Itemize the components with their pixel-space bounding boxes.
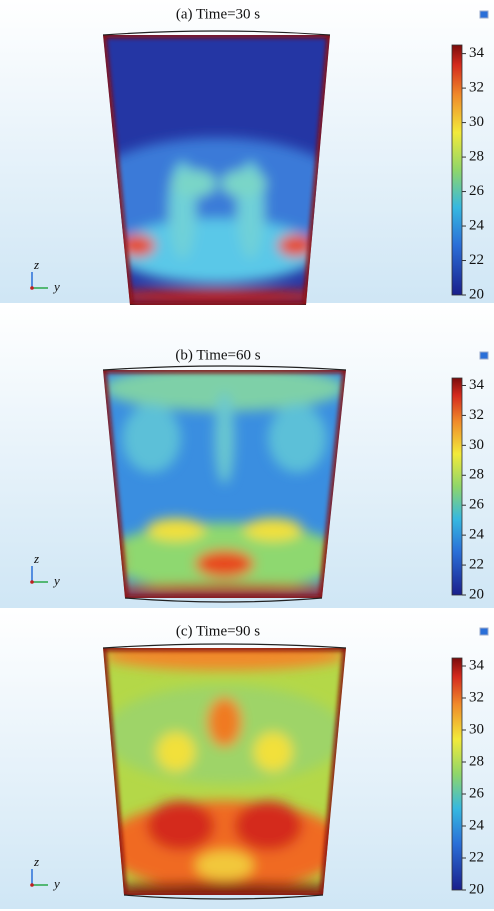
colorbar-tick-label: 20 <box>469 286 484 302</box>
panel-title: (a) Time=30 s <box>176 6 260 22</box>
panel: (a) Time=30 s 20 22 24 26 28 30 32 34 zy <box>0 0 494 309</box>
colorbar-tick-label: 24 <box>469 817 485 833</box>
colorbar-tick-label: 34 <box>469 45 485 61</box>
axis-label-z: z <box>33 854 39 869</box>
colorbar <box>452 378 462 595</box>
field-blob <box>195 851 253 881</box>
colorbar-tick-label: 30 <box>469 114 484 130</box>
colorbar-tick-label: 26 <box>469 785 485 801</box>
colorbar-tick-label: 20 <box>469 586 484 602</box>
colorbar-tick-label: 32 <box>469 80 484 96</box>
axis-label-y: y <box>52 876 60 891</box>
axis-origin <box>30 580 34 584</box>
field-blob <box>195 550 253 577</box>
colorbar-tick-label: 28 <box>469 467 484 483</box>
export-icon <box>480 628 488 635</box>
axis-label-z: z <box>33 257 39 272</box>
panel: (b) Time=60 s 20 22 24 26 28 30 32 34 zy <box>0 305 494 608</box>
colorbar-tick-label: 32 <box>469 407 484 423</box>
axis-origin <box>30 883 34 887</box>
field-blob <box>122 404 180 472</box>
temperature-field <box>91 641 358 898</box>
field-blob <box>234 801 302 850</box>
field-blob <box>147 801 215 850</box>
field-blob <box>171 170 216 197</box>
colorbar-tick-label: 24 <box>469 527 485 543</box>
colorbar <box>452 658 462 890</box>
field-blob <box>215 393 234 484</box>
field-blob <box>221 170 266 197</box>
axis-label-y: y <box>52 573 60 588</box>
panel-title: (c) Time=90 s <box>176 623 260 639</box>
colorbar-tick-label: 32 <box>469 689 484 705</box>
field-blob <box>268 404 326 472</box>
colorbar-tick-label: 30 <box>469 721 484 737</box>
colorbar-tick-label: 28 <box>469 149 484 165</box>
export-icon <box>480 352 488 359</box>
field-blob <box>207 697 241 746</box>
export-icon <box>480 11 488 18</box>
colorbar-tick-label: 24 <box>469 217 485 233</box>
field-blob <box>254 732 293 772</box>
figure: (a) Time=30 s2022242628303234zy(b) Time=… <box>0 0 494 911</box>
axis-origin <box>30 286 34 290</box>
colorbar-tick-label: 22 <box>469 252 484 268</box>
colorbar-tick-label: 26 <box>469 183 485 199</box>
colorbar-tick-label: 30 <box>469 437 484 453</box>
colorbar-tick-label: 34 <box>469 657 485 673</box>
field-blob <box>147 518 205 541</box>
colorbar-tick-label: 22 <box>469 849 484 865</box>
panel: (c) Time=90 s 20 22 24 26 28 30 32 34 zy <box>0 610 494 909</box>
field-blob <box>156 732 195 772</box>
colorbar-tick-label: 28 <box>469 753 484 769</box>
colorbar-tick-label: 34 <box>469 377 485 393</box>
axis-label-y: y <box>52 279 60 294</box>
colorbar-tick-label: 20 <box>469 881 484 897</box>
panel-title: (b) Time=60 s <box>175 347 260 363</box>
colorbar-tick-label: 22 <box>469 557 484 573</box>
field-blob <box>244 518 302 541</box>
colorbar-tick-label: 26 <box>469 497 485 513</box>
temperature-field <box>91 365 358 598</box>
colorbar <box>452 45 462 295</box>
axis-label-z: z <box>33 551 39 566</box>
